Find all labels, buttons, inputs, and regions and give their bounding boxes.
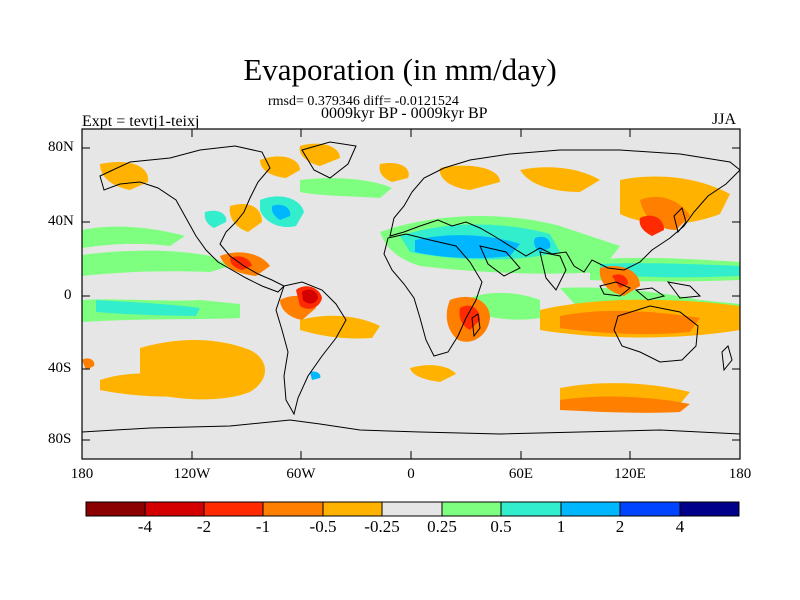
colorbar-label: -4 (137, 517, 153, 536)
coastlines (82, 141, 740, 435)
colorbar-label: -0.25 (364, 517, 400, 536)
lon-label-60e: 60E (508, 466, 534, 482)
colorbar (85, 501, 740, 517)
colorbar-bin (322, 501, 383, 517)
colorbar-label: 1 (556, 517, 566, 536)
lat-label-40n: 40N (48, 213, 74, 229)
colorbar-bin (144, 501, 205, 517)
colorbar-label: -1 (255, 517, 271, 536)
lat-label-40s: 40S (48, 360, 72, 376)
colorbar-bin (560, 501, 621, 517)
rmsd-diff-stats: rmsd= 0.379346 diff= -0.0121524 (268, 94, 459, 109)
colorbar-label: -2 (196, 517, 212, 536)
moderate-negative-anomaly-regions (82, 196, 700, 413)
lon-label-180e: 180 (728, 466, 752, 482)
colorbar-bin (381, 501, 443, 517)
lat-label-80s: 80S (48, 431, 72, 447)
experiment-label: Expt = tevtj1-teixj (82, 113, 200, 130)
lat-label-80n: 80N (48, 139, 74, 155)
colorbar-label: -0.5 (309, 517, 337, 536)
lon-label-180w: 180 (70, 466, 94, 482)
lon-label-0: 0 (407, 466, 415, 482)
colorbar-label: 4 (675, 517, 685, 536)
lon-label-60w: 60W (286, 466, 316, 482)
axis-ticks (81, 129, 741, 459)
lon-label-120w: 120W (173, 466, 211, 482)
colorbar-bin (441, 501, 502, 517)
colorbar-bin (679, 501, 740, 517)
colorbar-bin (85, 501, 146, 517)
colorbar-bin (619, 501, 681, 517)
colorbar-label: 2 (615, 517, 625, 536)
colorbar-label: 0.5 (490, 517, 512, 536)
period-label: 0009kyr BP - 0009kyr BP (321, 105, 488, 122)
lat-label-0: 0 (64, 287, 72, 303)
lon-label-120e: 120E (614, 466, 646, 482)
colorbar-bin (500, 501, 562, 517)
colorbar-label: 0.25 (427, 517, 457, 536)
evaporation-field (82, 129, 740, 459)
very-strong-negative-anomaly-regions (302, 289, 318, 304)
colorbar-bin (262, 501, 324, 517)
season-label: JJA (712, 111, 737, 128)
strong-positive-anomaly-regions (271, 204, 551, 380)
map-title: Evaporation (in mm/day) (243, 52, 557, 87)
colorbar-bin (203, 501, 264, 517)
